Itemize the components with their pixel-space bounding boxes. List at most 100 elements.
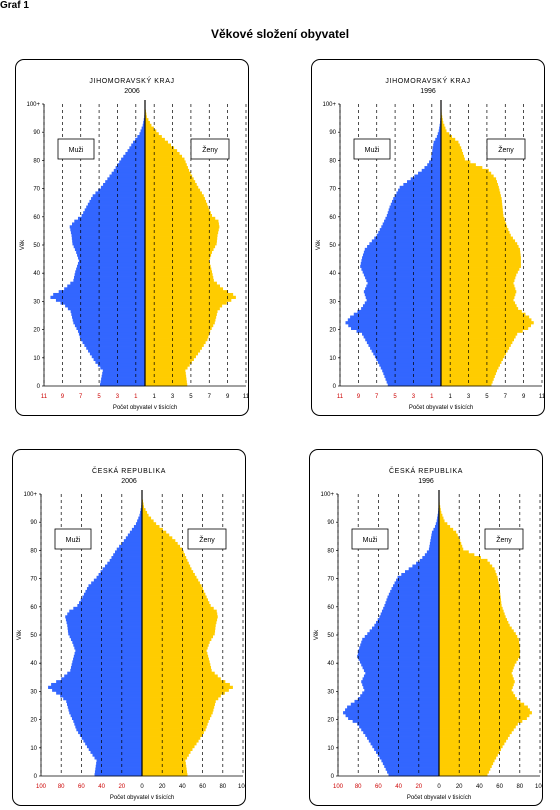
chart-0-ytick-label: 20	[33, 328, 40, 334]
chart-3-women-bar	[439, 604, 502, 608]
chart-0-women-bar	[145, 267, 212, 271]
chart-2-women-bar	[142, 736, 201, 740]
chart-3-women-bar	[439, 747, 502, 752]
chart-2-men-bar	[67, 626, 142, 630]
chart-1-men-bar	[376, 357, 441, 362]
chart-2-men-bar	[69, 711, 142, 715]
chart-0-men-bar	[77, 253, 145, 257]
chart-2-men-bar	[95, 764, 142, 768]
chart-3-women-bar	[439, 742, 505, 746]
chart-3-men-bar	[363, 674, 439, 678]
chart-3-women-bar	[439, 595, 501, 599]
chart-3-women-bar	[439, 637, 519, 642]
chart-0-women-bar	[145, 377, 187, 381]
chart-0-men-bar	[73, 278, 145, 283]
chart-1-women-bar	[441, 338, 514, 342]
chart-0-men-bar	[78, 259, 145, 263]
chart-0-women-bar	[145, 126, 154, 130]
chart-3-women-bar	[439, 705, 528, 709]
chart-0-women-bar	[145, 219, 219, 223]
chart-3-xtick-label: 20	[456, 784, 463, 790]
chart-1-women-bar	[441, 292, 516, 297]
chart-1-women-bar	[441, 247, 520, 252]
chart-0-men-bar	[70, 281, 145, 285]
chart-3-women-bar	[439, 682, 514, 687]
chart-3-men-bar	[359, 660, 439, 664]
chart-0-men-bar	[84, 208, 145, 212]
chart-2-women-bar	[142, 745, 195, 749]
chart-3-men-bar	[362, 666, 439, 670]
chart-1-men-bar	[368, 343, 441, 347]
chart-1-title: JIHOMORAVSKÝ KRAJ	[385, 76, 470, 85]
chart-3-ytick-label: 100+	[320, 492, 334, 498]
pyramid-chart-cr-2006: ČESKÁ REPUBLIKA2006010203040506070809010…	[17, 466, 245, 801]
chart-1-women-bar	[441, 366, 499, 370]
chart-1-men-bar	[362, 253, 441, 257]
chart-1-men-bar	[347, 318, 441, 322]
chart-3-men-bar	[404, 570, 439, 574]
chart-1-xtick-label: 3	[412, 394, 416, 400]
chart-1-women-bar	[441, 143, 460, 147]
chart-1-men-bar	[433, 140, 441, 144]
chart-0-women-bar	[145, 225, 220, 229]
chart-1-women-bar	[441, 168, 489, 173]
chart-3-women-bar	[439, 553, 475, 557]
chart-2-women-bar	[142, 564, 191, 568]
chart-0-women-bar	[145, 214, 213, 218]
chart-2-men-bar	[100, 570, 142, 574]
chart-1-men-bar	[365, 287, 441, 291]
chart-3-men-bar	[386, 598, 439, 602]
chart-0-women-bar	[145, 115, 147, 119]
chart-0-women-bar	[145, 185, 199, 189]
chart-3-men-bar	[437, 516, 439, 520]
chart-3-women-bar	[439, 525, 451, 529]
chart-3-men-bar	[350, 702, 439, 706]
chart-2-men-bar	[70, 666, 142, 670]
chart-1-women-bar	[441, 307, 519, 311]
chart-3-men-bar	[396, 578, 439, 582]
chart-1-women-bar	[441, 239, 516, 243]
chart-3-ytick-label: 0	[331, 774, 335, 780]
chart-3-men-bar	[360, 643, 439, 647]
chart-2-women-bar	[142, 561, 189, 565]
chart-2-men-bar	[139, 513, 142, 517]
chart-0-women-bar	[145, 118, 149, 122]
pyramid-chart-jmk-2006: JIHOMORAVSKÝ KRAJ 2006 0 10 20 30 40 50 60 70 80 90…	[20, 76, 248, 411]
chart-2-women-bar	[142, 637, 212, 642]
chart-2-women-bar	[142, 733, 203, 737]
chart-1-men-bar	[353, 312, 441, 316]
chart-0-men-bar	[71, 236, 145, 240]
chart-3-men-bar	[361, 663, 439, 667]
chart-3-xtick-label: 80	[516, 784, 523, 790]
chart-0-women-bar	[145, 315, 217, 319]
chart-0-women-bar	[145, 157, 185, 161]
chart-3-men-bar	[367, 632, 439, 636]
chart-1-men-bar	[392, 199, 441, 204]
chart-0-men-bar	[101, 374, 145, 378]
chart-3-men-bar	[437, 513, 439, 517]
chart-3-men-bar	[388, 773, 439, 777]
chart-3-women-bar	[439, 556, 481, 560]
chart-0-women-bar	[145, 304, 223, 308]
chart-2-women-bar	[142, 725, 207, 729]
chart-1-women-bar	[441, 276, 516, 280]
chart-1-women-bar	[441, 352, 506, 356]
chart-0-men-bar	[139, 132, 145, 136]
chart-2-women-bar	[142, 533, 170, 537]
chart-0-women-bar	[145, 250, 213, 254]
chart-1-y-axis-label: Věk	[316, 239, 322, 250]
chart-2-men-bar	[104, 564, 142, 568]
chart-0-men-bar	[135, 137, 145, 142]
chart-3-men-bar	[428, 547, 439, 551]
chart-2-women-bar	[142, 578, 199, 582]
chart-0-ytick-label: 50	[33, 243, 40, 249]
chart-3-men-bar	[377, 753, 439, 757]
chart-1-subtitle: 1996	[420, 88, 436, 95]
chart-1-men-bar	[432, 146, 441, 150]
chart-0-women-bar	[145, 360, 192, 364]
chart-1-ytick-label: 30	[329, 299, 336, 305]
chart-3-women-bar	[439, 587, 500, 591]
chart-0-xtick-label: 7	[208, 394, 212, 400]
chart-3-men-bar	[362, 677, 439, 681]
chart-1-women-bar	[441, 312, 526, 316]
